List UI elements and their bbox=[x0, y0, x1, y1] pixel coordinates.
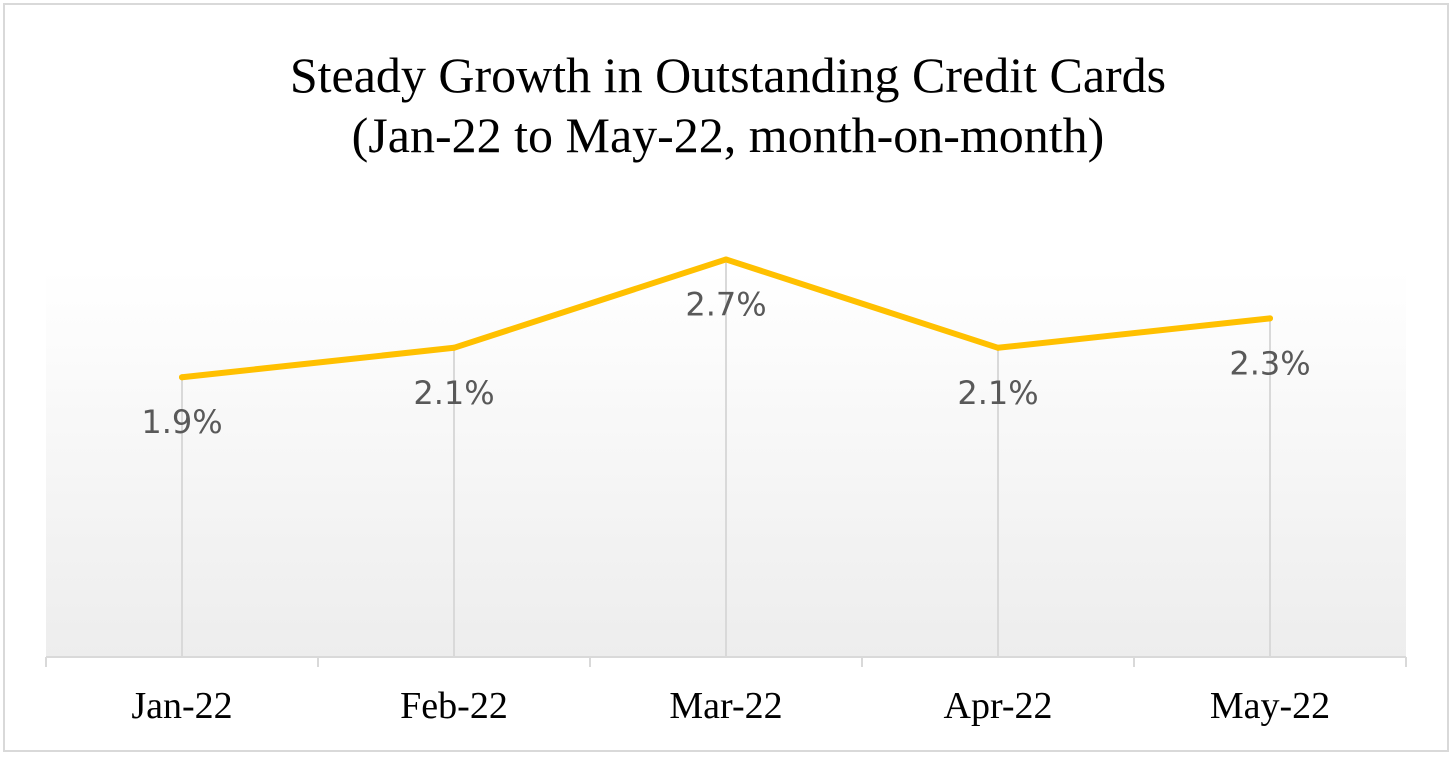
x-tick-label: Mar-22 bbox=[669, 685, 782, 727]
data-label: 2.3% bbox=[1229, 344, 1310, 382]
x-tick-label: Feb-22 bbox=[400, 685, 508, 727]
data-point bbox=[451, 344, 457, 351]
data-point bbox=[723, 256, 729, 263]
data-label: 1.9% bbox=[141, 403, 222, 441]
chart-title-block: Steady Growth in Outstanding Credit Card… bbox=[5, 45, 1451, 165]
data-label: 2.1% bbox=[957, 374, 1038, 412]
data-point bbox=[179, 374, 185, 381]
x-tick-label: Apr-22 bbox=[944, 685, 1053, 727]
data-point bbox=[995, 344, 1001, 351]
data-label: 2.1% bbox=[413, 374, 494, 412]
x-tick-label: Jan-22 bbox=[131, 685, 232, 727]
x-tick-label: May-22 bbox=[1210, 685, 1330, 727]
data-point bbox=[1267, 315, 1273, 322]
chart-subtitle: (Jan-22 to May-22, month-on-month) bbox=[351, 107, 1105, 163]
data-label: 2.7% bbox=[685, 285, 766, 323]
chart-title: Steady Growth in Outstanding Credit Card… bbox=[289, 47, 1167, 103]
